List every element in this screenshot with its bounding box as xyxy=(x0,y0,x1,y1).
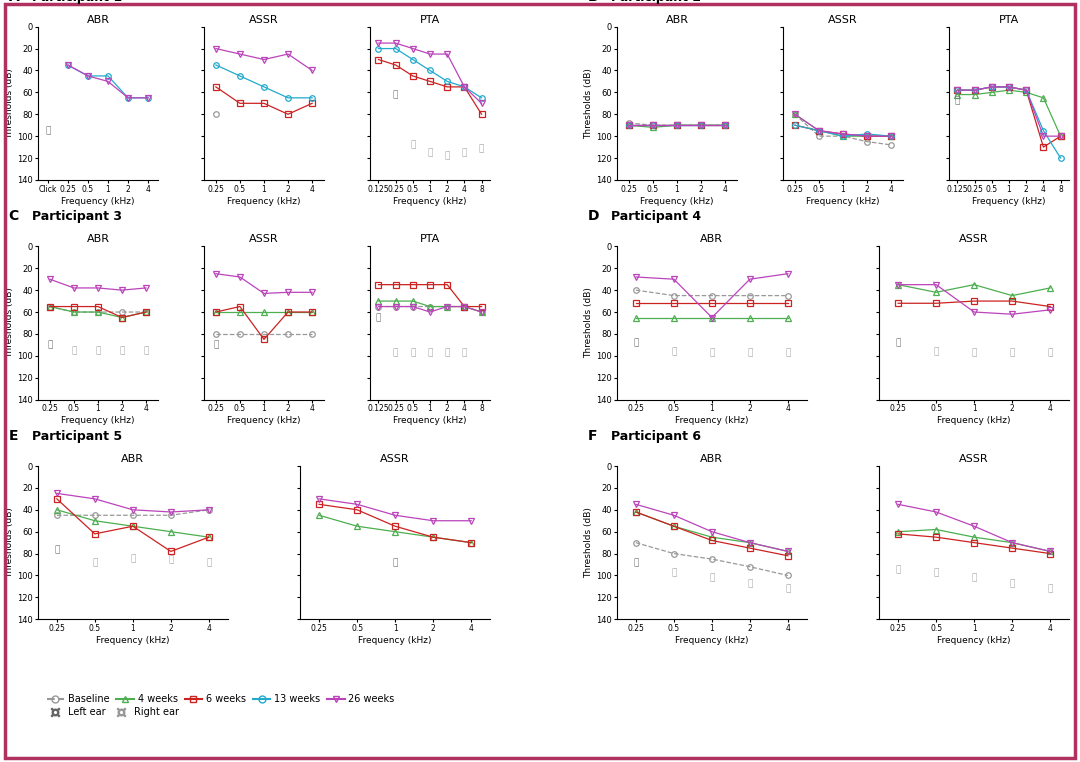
Text: ⑂: ⑂ xyxy=(168,555,174,565)
Text: ⑂: ⑂ xyxy=(895,338,901,347)
Text: ⑂: ⑂ xyxy=(410,140,416,149)
Text: ⑂: ⑂ xyxy=(410,348,416,357)
Text: ⑂: ⑂ xyxy=(1010,348,1015,357)
Y-axis label: Thresholds (dB): Thresholds (dB) xyxy=(584,287,593,358)
Text: Participant 2: Participant 2 xyxy=(611,0,702,4)
Text: Participant 5: Participant 5 xyxy=(32,430,122,443)
X-axis label: Frequency (kHz): Frequency (kHz) xyxy=(675,636,748,645)
Text: ⑂: ⑂ xyxy=(933,568,939,578)
Text: ⑂: ⑂ xyxy=(747,580,753,589)
Text: Participant 4: Participant 4 xyxy=(611,210,702,223)
X-axis label: Frequency (kHz): Frequency (kHz) xyxy=(227,416,300,425)
Text: ⑂: ⑂ xyxy=(710,573,715,582)
Y-axis label: Thresholds (dB): Thresholds (dB) xyxy=(584,507,593,578)
Title: ABR: ABR xyxy=(665,14,688,24)
Title: ASSR: ASSR xyxy=(380,454,410,464)
X-axis label: Frequency (kHz): Frequency (kHz) xyxy=(640,197,714,206)
Text: B: B xyxy=(588,0,598,4)
X-axis label: Frequency (kHz): Frequency (kHz) xyxy=(359,636,432,645)
Text: ⑂: ⑂ xyxy=(785,584,791,593)
Title: PTA: PTA xyxy=(420,14,441,24)
X-axis label: Frequency (kHz): Frequency (kHz) xyxy=(227,197,300,206)
X-axis label: Frequency (kHz): Frequency (kHz) xyxy=(807,197,880,206)
Text: C: C xyxy=(9,210,18,223)
Title: PTA: PTA xyxy=(999,14,1020,24)
Text: Participant 6: Participant 6 xyxy=(611,430,701,443)
Title: ABR: ABR xyxy=(700,234,724,244)
X-axis label: Frequency (kHz): Frequency (kHz) xyxy=(937,416,1011,425)
Text: ⑂: ⑂ xyxy=(393,348,399,357)
Text: ⑂: ⑂ xyxy=(95,346,100,355)
Text: ⑂: ⑂ xyxy=(933,347,939,356)
Text: ⑂: ⑂ xyxy=(633,558,638,567)
X-axis label: Frequency (kHz): Frequency (kHz) xyxy=(675,416,748,425)
Text: ⑂: ⑂ xyxy=(213,341,218,349)
Text: ⑂: ⑂ xyxy=(48,341,53,349)
Text: ⑂: ⑂ xyxy=(972,573,976,582)
Text: ⑂: ⑂ xyxy=(428,348,433,357)
Text: ⑂: ⑂ xyxy=(462,148,467,157)
Legend: Left ear, Right ear: Left ear, Right ear xyxy=(43,703,183,721)
Y-axis label: Thresholds (dB): Thresholds (dB) xyxy=(5,287,14,358)
Text: ⑂: ⑂ xyxy=(71,346,77,355)
Text: ⑂: ⑂ xyxy=(54,546,59,555)
Title: ASSR: ASSR xyxy=(249,234,279,244)
X-axis label: Frequency (kHz): Frequency (kHz) xyxy=(393,197,467,206)
X-axis label: Frequency (kHz): Frequency (kHz) xyxy=(972,197,1045,206)
Text: A: A xyxy=(9,0,19,4)
Text: ⑂: ⑂ xyxy=(131,555,135,564)
Text: Participant 3: Participant 3 xyxy=(32,210,122,223)
Text: ⑂: ⑂ xyxy=(1048,348,1053,357)
X-axis label: Frequency (kHz): Frequency (kHz) xyxy=(937,636,1011,645)
Title: ASSR: ASSR xyxy=(959,234,989,244)
Text: ⑂: ⑂ xyxy=(478,145,484,154)
Text: ⑂: ⑂ xyxy=(1048,584,1053,593)
Text: ⑂: ⑂ xyxy=(895,565,901,575)
Text: ⑂: ⑂ xyxy=(392,558,397,567)
Text: ⑂: ⑂ xyxy=(92,558,97,567)
Text: ⑂: ⑂ xyxy=(45,126,51,135)
Title: ABR: ABR xyxy=(86,14,109,24)
Text: ⑂: ⑂ xyxy=(206,558,212,567)
Text: ⑂: ⑂ xyxy=(144,346,149,355)
Title: ABR: ABR xyxy=(700,454,724,464)
Text: ⑂: ⑂ xyxy=(393,90,399,99)
Text: ⑂: ⑂ xyxy=(671,568,676,578)
Text: ⑂: ⑂ xyxy=(972,348,976,357)
Text: ⑂: ⑂ xyxy=(955,97,960,106)
Text: ⑂: ⑂ xyxy=(428,148,433,157)
X-axis label: Frequency (kHz): Frequency (kHz) xyxy=(62,197,135,206)
Title: ASSR: ASSR xyxy=(249,14,279,24)
Text: ⑂: ⑂ xyxy=(376,313,381,322)
Text: ⑂: ⑂ xyxy=(445,152,450,160)
Text: ⑂: ⑂ xyxy=(1010,580,1015,589)
X-axis label: Frequency (kHz): Frequency (kHz) xyxy=(96,636,170,645)
Text: ⑂: ⑂ xyxy=(445,348,450,357)
Y-axis label: Thresholds (dB): Thresholds (dB) xyxy=(584,68,593,139)
Text: ⑂: ⑂ xyxy=(710,348,715,357)
Text: ⑂: ⑂ xyxy=(955,90,960,99)
Title: PTA: PTA xyxy=(420,234,441,244)
Title: ABR: ABR xyxy=(121,454,145,464)
Y-axis label: Thresholds (dB): Thresholds (dB) xyxy=(5,68,14,139)
Text: D: D xyxy=(588,210,599,223)
Text: ⑂: ⑂ xyxy=(633,338,638,347)
Title: ASSR: ASSR xyxy=(828,14,858,24)
Title: ASSR: ASSR xyxy=(959,454,989,464)
Text: ⑂: ⑂ xyxy=(785,348,791,357)
Text: ⑂: ⑂ xyxy=(119,346,124,355)
Y-axis label: Thresholds (dB): Thresholds (dB) xyxy=(5,507,14,578)
Text: ⑂: ⑂ xyxy=(671,347,676,356)
Text: Participant 1: Participant 1 xyxy=(32,0,122,4)
Text: ⑂: ⑂ xyxy=(462,348,467,357)
Text: F: F xyxy=(588,429,597,443)
X-axis label: Frequency (kHz): Frequency (kHz) xyxy=(393,416,467,425)
Text: E: E xyxy=(9,429,18,443)
Title: ABR: ABR xyxy=(86,234,109,244)
Text: ⑂: ⑂ xyxy=(747,348,753,357)
X-axis label: Frequency (kHz): Frequency (kHz) xyxy=(62,416,135,425)
